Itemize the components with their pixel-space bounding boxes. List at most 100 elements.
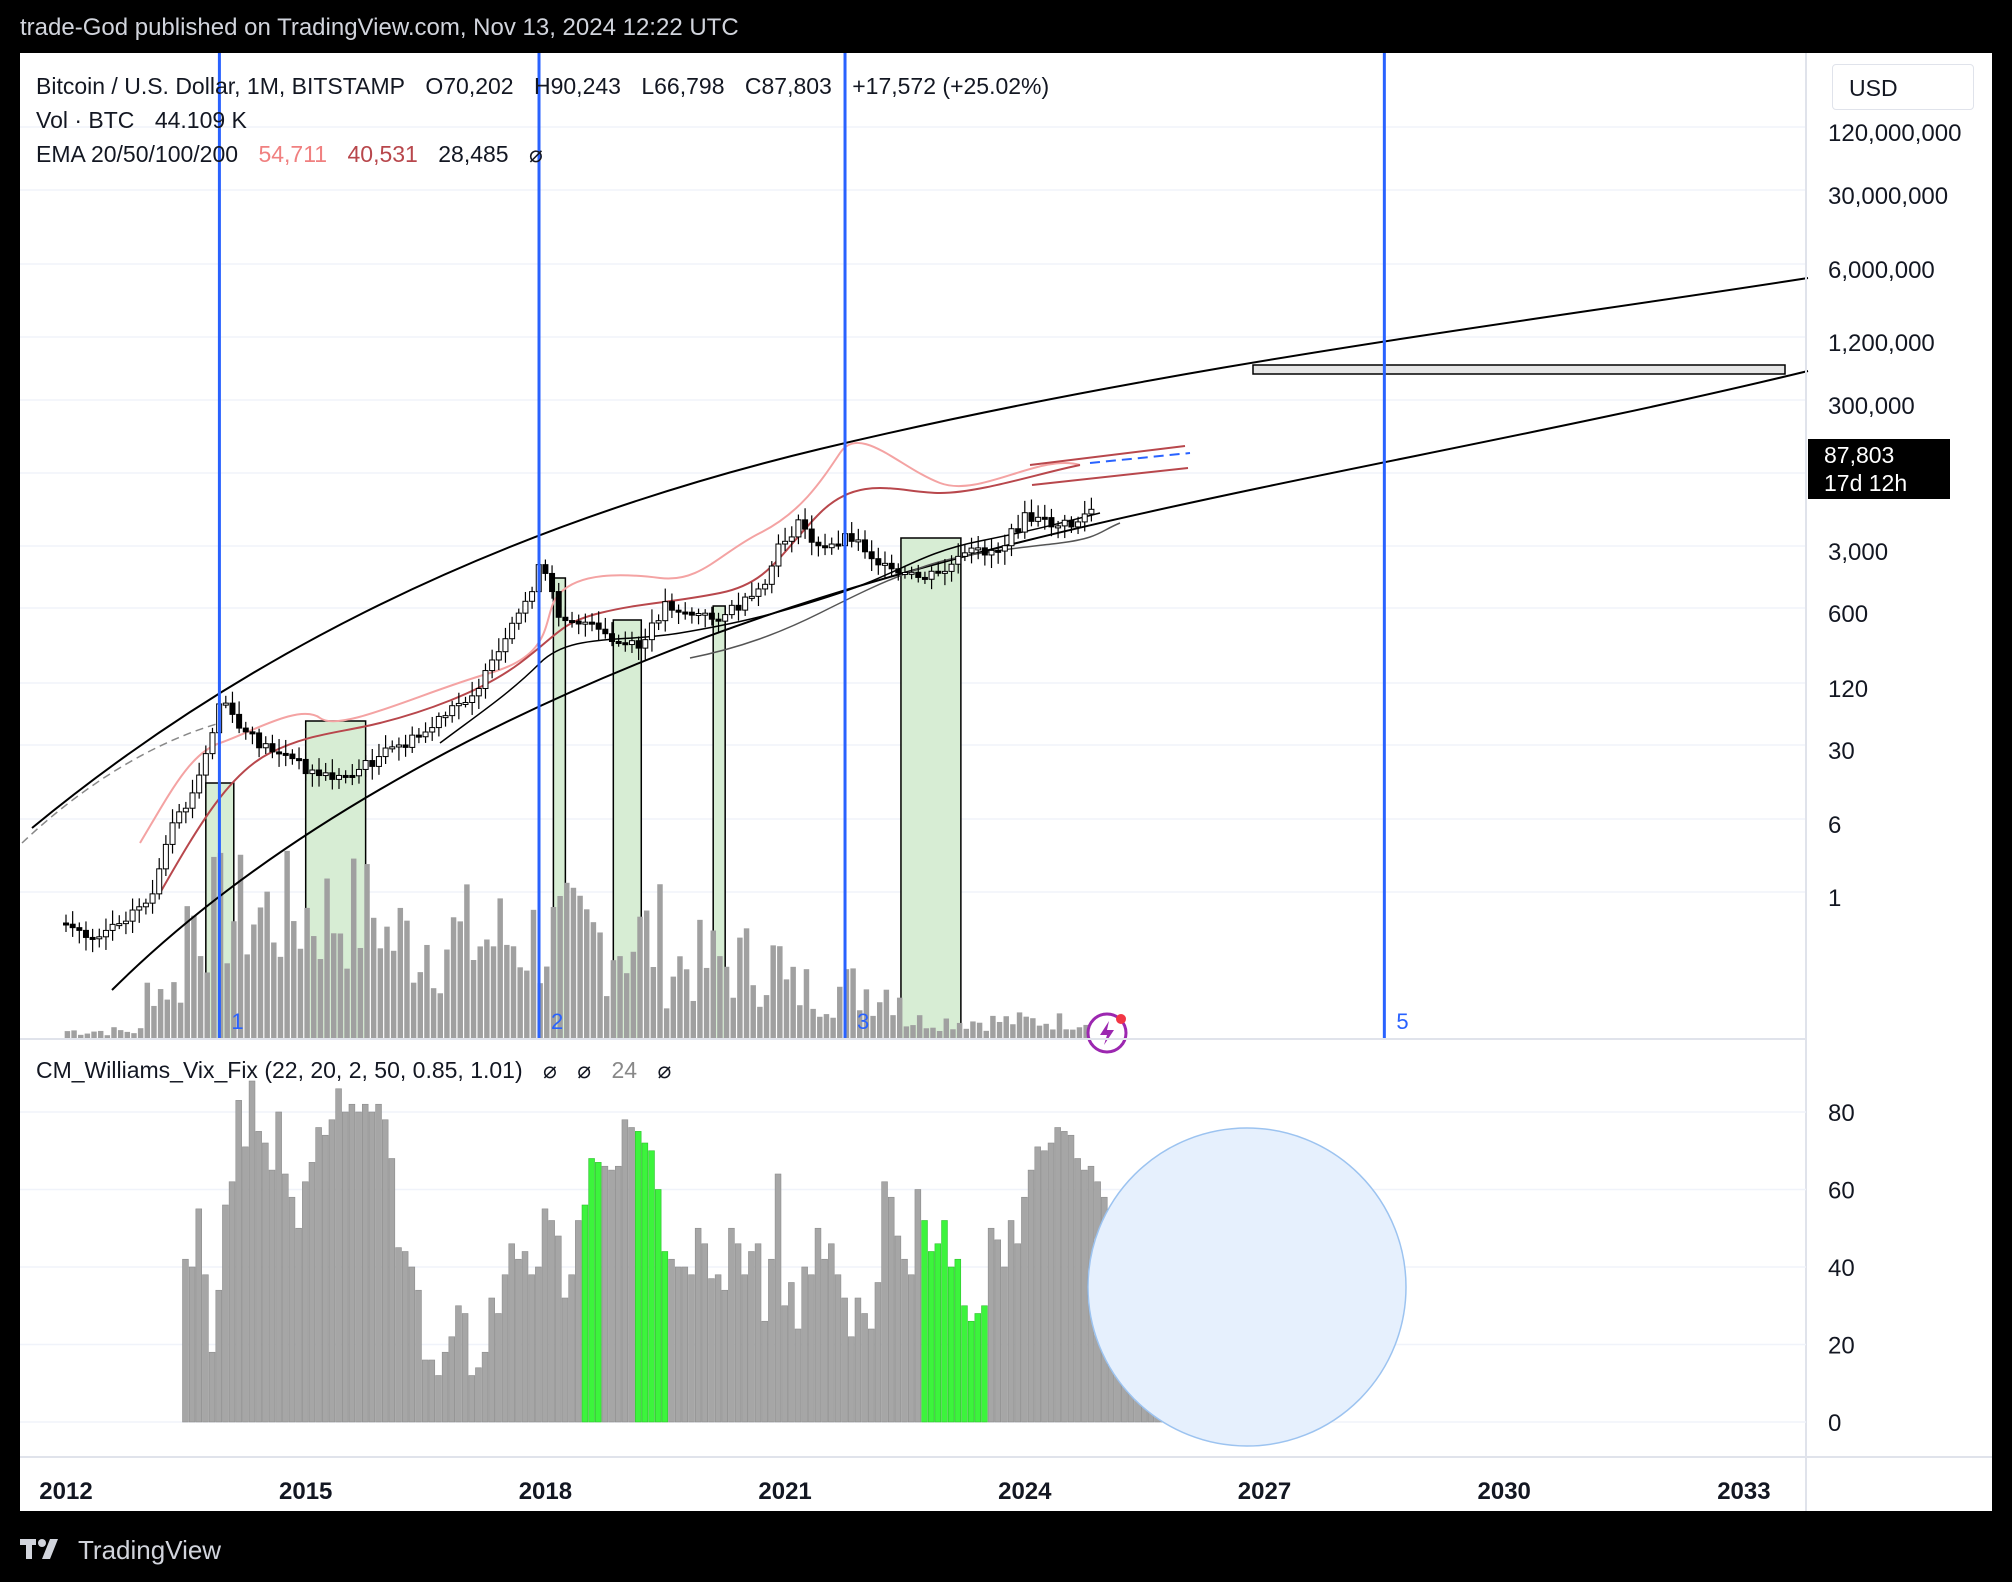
cycle-label: 2 (551, 1009, 563, 1034)
vix-bar (202, 1274, 209, 1423)
price-tick-label: 30,000,000 (1828, 183, 1948, 210)
vix-bar (415, 1289, 422, 1423)
indicator-value-2: ⌀ (577, 1057, 592, 1083)
volume-bar (517, 967, 523, 1039)
volume-bar (417, 972, 424, 1039)
vix-bar (1034, 1146, 1041, 1423)
candle-body (1021, 512, 1028, 533)
vix-bar (814, 1227, 822, 1423)
volume-bar (817, 1016, 823, 1039)
candle-body (96, 936, 103, 940)
chart-svg[interactable]: 1 2 3 5 120,000,000 30,000,000 6,000,000 1,200… (20, 53, 1992, 1511)
candle-body (1008, 528, 1015, 547)
candle-body (668, 601, 675, 611)
vix-bar (242, 1146, 249, 1423)
candle-body (136, 906, 143, 911)
vix-bar (741, 1274, 748, 1423)
vix-bar (781, 1305, 788, 1423)
chart-frame[interactable]: 1 2 3 5 120,000,000 30,000,000 6,000,000 1,200… (20, 53, 1992, 1511)
candle-body (682, 611, 689, 615)
volume-bar (1023, 1016, 1029, 1039)
volume-bar (570, 887, 577, 1039)
candle-body (196, 774, 203, 794)
price-tick-label: 120 (1828, 676, 1868, 703)
volume-bar (783, 979, 790, 1039)
vix-bar (248, 1080, 256, 1423)
candle-body (335, 774, 342, 780)
volume-bar (830, 1017, 836, 1039)
volume-bar (370, 917, 377, 1039)
time-axis-labels: 2012 2015 2018 2021 2024 2027 2030 2033 (39, 1478, 1770, 1505)
volume-bar (564, 882, 570, 1039)
candle-body (708, 612, 715, 620)
volume-bar (803, 969, 810, 1039)
vix-bar (654, 1189, 662, 1423)
volume-bar (131, 1033, 137, 1039)
volume-bar (424, 944, 430, 1039)
volume-bar (437, 993, 443, 1039)
vix-bar (288, 1196, 296, 1423)
vix-bar (468, 1375, 475, 1423)
vix-tick-label: 60 (1828, 1178, 1855, 1205)
vix-bar (634, 1131, 642, 1423)
candle-body (63, 922, 69, 926)
volume-bar (630, 951, 637, 1039)
candle-body (149, 893, 156, 904)
time-tick-label: 2027 (1238, 1478, 1291, 1505)
candle-body (995, 549, 1002, 553)
volume-bar (137, 1028, 144, 1039)
time-tick-label: 2015 (279, 1478, 332, 1505)
currency-selector[interactable]: USD (1832, 64, 1974, 110)
vix-bar (188, 1266, 196, 1423)
vix-bar (661, 1251, 669, 1423)
candle-body (482, 670, 489, 690)
vix-bar (581, 1204, 589, 1423)
volume-bar (237, 854, 244, 1039)
volume-bar (404, 920, 410, 1039)
cycle-label: 1 (231, 1009, 243, 1034)
legend-main: Bitcoin / U.S. Dollar, 1M, BITSTAMP O70,… (36, 69, 1049, 171)
footer-brand[interactable]: TradingView (20, 1530, 221, 1570)
volume-bar (244, 954, 250, 1039)
candle-body (908, 571, 915, 575)
last-price-value: 87,803 (1824, 442, 1895, 468)
candle-body (755, 588, 762, 597)
indicator-label: CM_Williams_Vix_Fix (22, 20, 2, 50, 0.85… (36, 1057, 523, 1083)
candle-body (109, 923, 116, 931)
vix-bar (688, 1274, 695, 1423)
volume-bar (910, 1025, 916, 1039)
candle-body (522, 600, 529, 614)
volume-bar (683, 969, 690, 1039)
volume-bar (1016, 1012, 1023, 1039)
candle-body (495, 651, 502, 661)
candle-body (382, 747, 389, 758)
candle-body (655, 620, 662, 624)
candle-body (1068, 519, 1075, 528)
vix-bar (295, 1227, 302, 1423)
vix-bar (1081, 1169, 1088, 1423)
volume-bar (1043, 1023, 1049, 1039)
price-tick-label: 3,000 (1828, 539, 1888, 566)
vix-bar (601, 1165, 609, 1423)
candle-body (316, 769, 323, 777)
vix-bar (448, 1336, 456, 1423)
vix-bar (555, 1235, 562, 1423)
candle-body (362, 760, 369, 770)
vix-bar (1054, 1127, 1061, 1423)
volume-bar (823, 1014, 830, 1039)
ema-label: EMA 20/50/100/200 (36, 141, 239, 167)
candle-body (375, 756, 382, 767)
vix-bar (934, 1243, 942, 1423)
vix-bar (748, 1251, 755, 1423)
upper-band (31, 277, 1809, 829)
indicator-value-4: ⌀ (657, 1057, 672, 1083)
alert-icon[interactable] (1086, 1012, 1128, 1054)
candle-body (555, 591, 562, 618)
vix-bar (888, 1196, 895, 1423)
candle-body (788, 536, 795, 542)
candle-body (342, 774, 349, 778)
vix-bar (694, 1227, 702, 1423)
volume-bar (91, 1031, 97, 1039)
vix-bar (648, 1150, 655, 1423)
candle-body (229, 702, 236, 715)
